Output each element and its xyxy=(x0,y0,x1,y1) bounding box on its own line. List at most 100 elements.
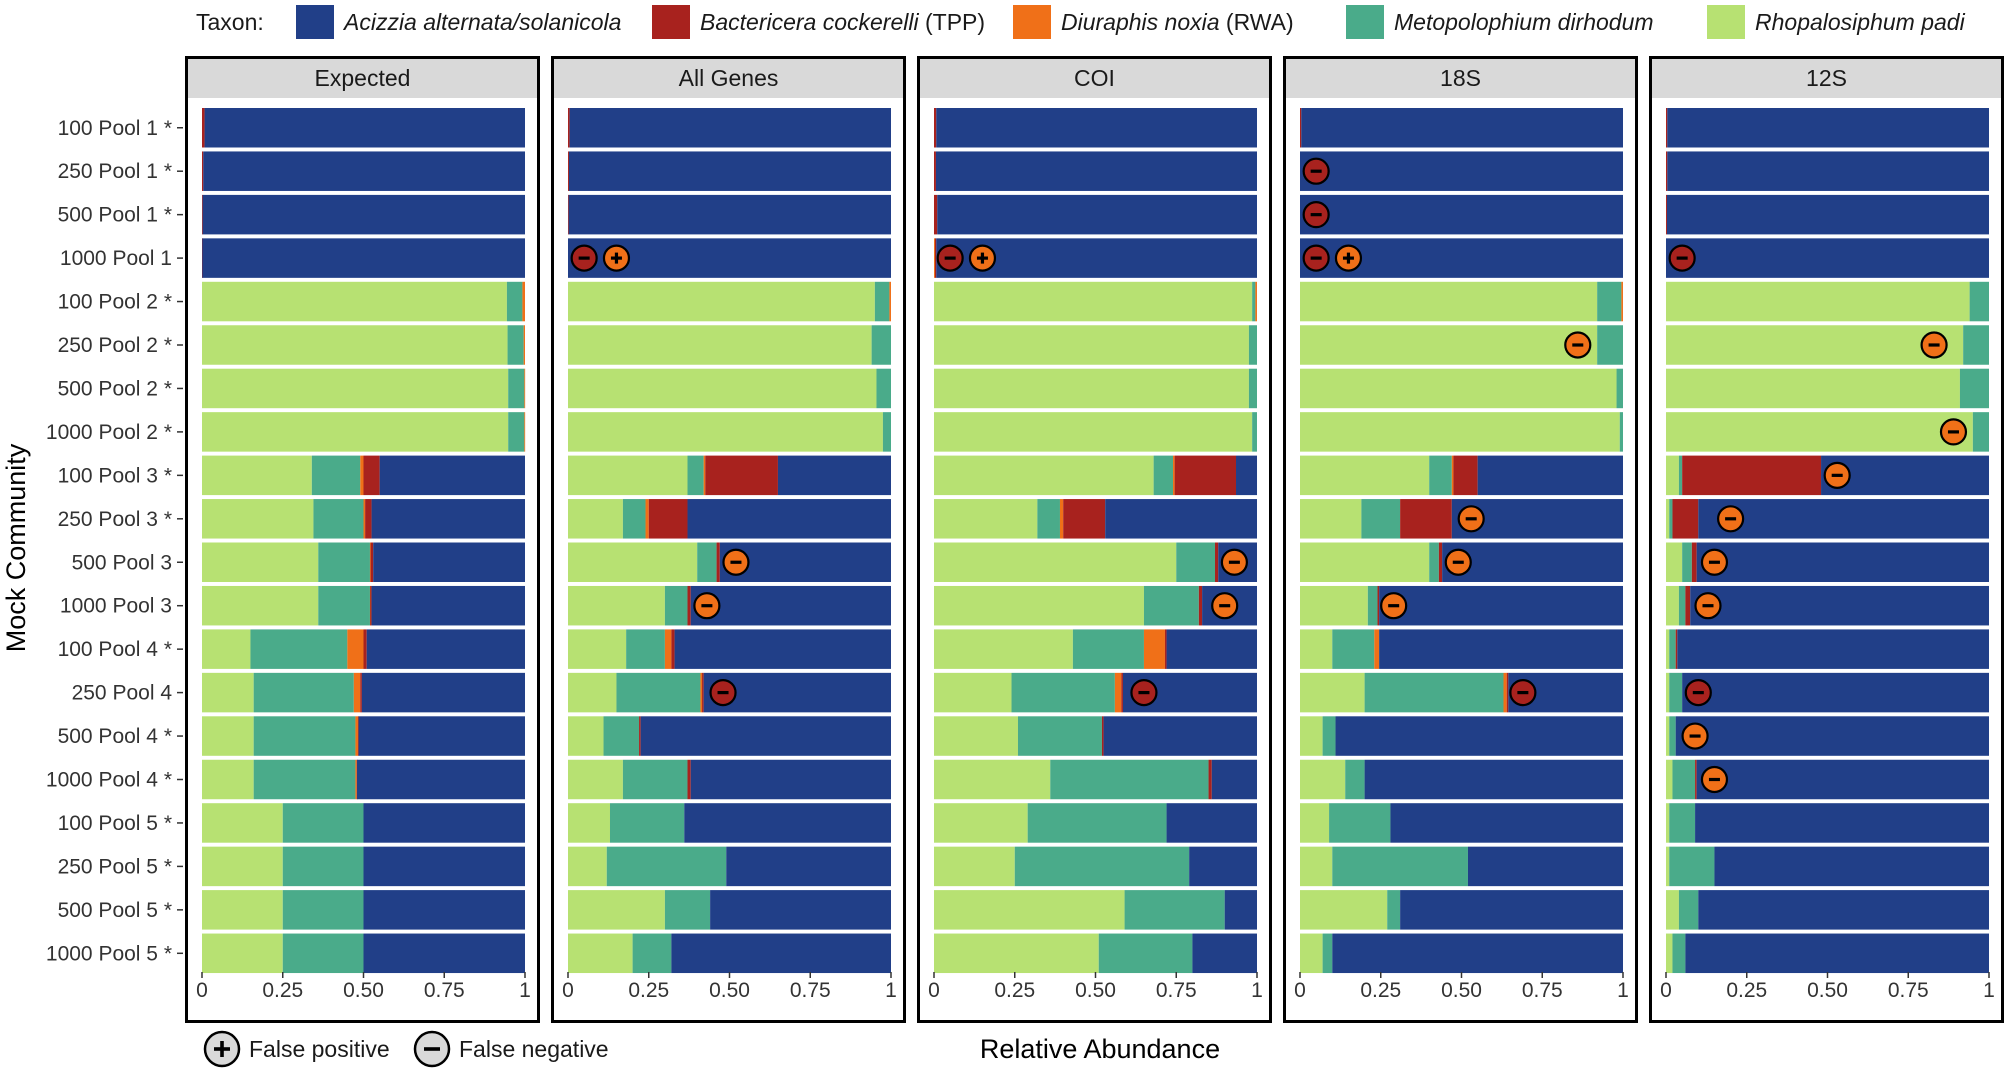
bar-segment-bactericera-cockerelli xyxy=(1691,542,1697,582)
bar-segment-rhopalosiphum-padi xyxy=(1300,499,1362,539)
bar-segment-acizzia-alternata-solanicola xyxy=(1675,716,1989,756)
false-positive-legend: False positive xyxy=(203,1030,390,1068)
bar-segment-metopolophium-dirhodum xyxy=(508,412,525,452)
bar-segment-metopolophium-dirhodum xyxy=(1597,281,1622,322)
y-axis-title: Mock Community xyxy=(1,443,31,652)
bar-segment-metopolophium-dirhodum xyxy=(1364,672,1504,713)
bar-segment-diuraphis-noxia xyxy=(524,412,526,452)
legend-label: Rhopalosiphum padi xyxy=(1755,9,1966,35)
bar-segment-metopolophium-dirhodum xyxy=(876,368,891,409)
bar-segment-acizzia-alternata-solanicola xyxy=(1667,151,1989,191)
bar-segment-rhopalosiphum-padi xyxy=(568,455,688,496)
bar-segment-diuraphis-noxia xyxy=(1374,629,1380,669)
bar-segment-diuraphis-noxia xyxy=(1143,629,1165,669)
bar-segment-acizzia-alternata-solanicola xyxy=(1379,629,1623,669)
facet-label: COI xyxy=(1074,65,1115,91)
bar-segment-acizzia-alternata-solanicola xyxy=(1105,499,1257,539)
bar-segment-bactericera-cockerelli xyxy=(365,499,372,539)
community-label: 500 Pool 4 * xyxy=(58,725,172,748)
bar-segment-rhopalosiphum-padi xyxy=(568,542,698,582)
bar-segment-acizzia-alternata-solanicola xyxy=(671,933,891,974)
legend-swatch xyxy=(1707,5,1745,39)
bar-segment-rhopalosiphum-padi xyxy=(934,846,1015,887)
bar-segment-acizzia-alternata-solanicola xyxy=(687,499,891,539)
false-negative-marker xyxy=(1220,548,1248,576)
bar-segment-rhopalosiphum-padi xyxy=(1300,585,1368,626)
bar-segment-metopolophium-dirhodum xyxy=(1669,672,1683,713)
bar-segment-acizzia-alternata-solanicola xyxy=(1300,151,1623,191)
x-tick-label: 0.25 xyxy=(262,979,303,1002)
community-label: 250 Pool 4 xyxy=(72,682,173,705)
bar-segment-metopolophium-dirhodum xyxy=(313,499,364,539)
bar-segment-diuraphis-noxia xyxy=(524,368,526,409)
false-negative-marker xyxy=(1564,331,1592,359)
bar-segment-acizzia-alternata-solanicola xyxy=(1698,499,1989,539)
bar-segment-rhopalosiphum-padi xyxy=(202,759,254,800)
bar-segment-acizzia-alternata-solanicola xyxy=(690,759,891,800)
bar-segment-metopolophium-dirhodum xyxy=(1011,672,1115,713)
false-negative-marker xyxy=(1668,244,1696,272)
bar-segment-metopolophium-dirhodum xyxy=(1972,412,1989,452)
bar-segment-rhopalosiphum-padi xyxy=(1666,368,1960,409)
bar-segment-diuraphis-noxia xyxy=(522,281,525,322)
community-label: 1000 Pool 2 * xyxy=(46,421,172,444)
false-negative-marker xyxy=(1684,678,1712,707)
bar-segment-acizzia-alternata-solanicola xyxy=(1332,933,1623,974)
bar-segment-rhopalosiphum-padi xyxy=(1666,672,1670,713)
bar-segment-diuraphis-noxia xyxy=(889,281,891,322)
marker-legend-label: False negative xyxy=(459,1036,609,1062)
bar-segment-metopolophium-dirhodum xyxy=(1619,412,1623,452)
legend-swatch xyxy=(652,5,690,39)
x-tick-label: 0.50 xyxy=(1441,979,1482,1002)
bar-segment-bactericera-cockerelli xyxy=(648,499,688,539)
false-negative-marker xyxy=(1681,722,1709,750)
facet-label: 12S xyxy=(1806,65,1847,91)
bar-segment-acizzia-alternata-solanicola xyxy=(568,151,891,191)
false-positive-marker xyxy=(1334,244,1363,272)
bar-segment-acizzia-alternata-solanicola xyxy=(1301,108,1623,148)
bar-segment-acizzia-alternata-solanicola xyxy=(1192,933,1257,974)
bar-segment-rhopalosiphum-padi xyxy=(202,368,509,409)
bar-segment-rhopalosiphum-padi xyxy=(202,629,251,669)
legend-label: Diuraphis noxia (RWA) xyxy=(1061,9,1294,35)
false-negative-marker xyxy=(1823,461,1851,489)
legend-label: Acizzia alternata/solanicola xyxy=(342,9,621,35)
x-tick-label: 0.75 xyxy=(790,979,831,1002)
x-tick-label: 1 xyxy=(1251,979,1263,1002)
bar-segment-acizzia-alternata-solanicola xyxy=(1236,455,1258,496)
bar-segment-rhopalosiphum-padi xyxy=(1666,716,1670,756)
bar-segment-rhopalosiphum-padi xyxy=(568,672,617,713)
bar-segment-diuraphis-noxia xyxy=(347,629,364,669)
bar-segment-diuraphis-noxia xyxy=(369,542,371,582)
bar-segment-metopolophium-dirhodum xyxy=(1017,716,1102,756)
bar-segment-metopolophium-dirhodum xyxy=(1672,933,1686,974)
bar-segment-bactericera-cockerelli xyxy=(1506,672,1509,713)
bar-segment-rhopalosiphum-padi xyxy=(568,585,665,626)
bar-segment-bactericera-cockerelli xyxy=(1215,542,1219,582)
bar-segment-rhopalosiphum-padi xyxy=(934,933,1099,974)
bar-segment-rhopalosiphum-padi xyxy=(934,455,1154,496)
bar-segment-metopolophium-dirhodum xyxy=(664,585,688,626)
bar-segment-diuraphis-noxia xyxy=(523,325,525,365)
bar-segment-acizzia-alternata-solanicola xyxy=(1682,672,1989,713)
community-label: 500 Pool 2 * xyxy=(58,377,172,400)
bar-segment-acizzia-alternata-solanicola xyxy=(1189,846,1257,887)
bar-segment-bactericera-cockerelli xyxy=(568,194,569,235)
bar-segment-acizzia-alternata-solanicola xyxy=(690,585,891,626)
bar-segment-metopolophium-dirhodum xyxy=(871,325,891,365)
bar-segment-rhopalosiphum-padi xyxy=(934,629,1073,669)
false-negative-marker xyxy=(936,244,964,272)
bar-segment-rhopalosiphum-padi xyxy=(202,585,319,626)
bar-segment-rhopalosiphum-padi xyxy=(1666,499,1670,539)
bar-segment-acizzia-alternata-solanicola xyxy=(1667,108,1989,148)
bar-segment-diuraphis-noxia xyxy=(1114,672,1122,713)
bar-segment-metopolophium-dirhodum xyxy=(1143,585,1199,626)
bar-segment-acizzia-alternata-solanicola xyxy=(937,194,1257,235)
bar-segment-diuraphis-noxia xyxy=(353,672,361,713)
false-positive-marker xyxy=(602,244,631,272)
bar-segment-diuraphis-noxia xyxy=(1503,672,1507,713)
bar-segment-metopolophium-dirhodum xyxy=(1176,542,1216,582)
bar-segment-metopolophium-dirhodum xyxy=(1153,455,1174,496)
bar-segment-metopolophium-dirhodum xyxy=(1072,629,1144,669)
bar-segment-rhopalosiphum-padi xyxy=(1666,629,1670,669)
